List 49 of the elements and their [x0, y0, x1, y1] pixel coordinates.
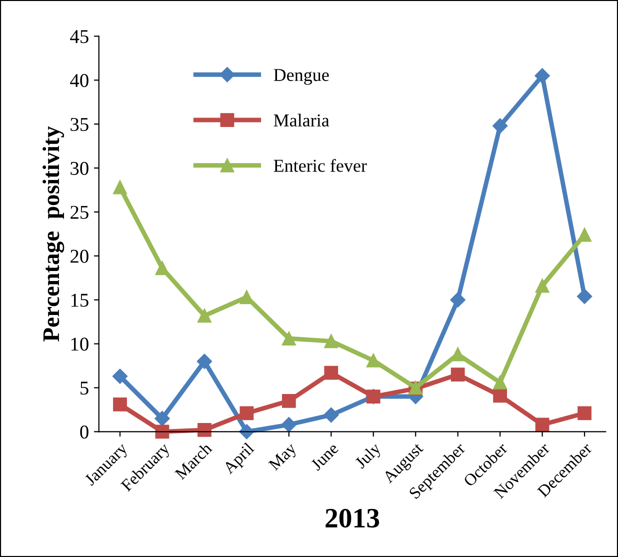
x-tick-label: July: [354, 441, 384, 472]
y-tick-label: 15: [71, 294, 88, 307]
point: [113, 397, 127, 412]
point: [534, 68, 550, 84]
point: [535, 278, 550, 293]
point: [492, 118, 508, 134]
y-tick-label: 10: [71, 338, 88, 351]
legend-label: Enteric fever: [274, 158, 367, 172]
point: [576, 288, 592, 304]
point: [493, 376, 508, 390]
x-axis-title: 2013: [326, 508, 380, 528]
point: [324, 334, 338, 348]
y-tick-label: 20: [70, 250, 88, 263]
point: [578, 406, 592, 420]
point: [196, 354, 212, 369]
y-tick-label: 45: [70, 30, 88, 44]
point: [450, 368, 465, 382]
point: [198, 422, 212, 437]
y-axis-title: Percentage positivity: [42, 126, 64, 342]
legend-label: Malaria: [274, 114, 330, 127]
y-tick-label: 25: [70, 206, 88, 219]
y-tick-label: 0: [80, 425, 88, 439]
point: [154, 410, 170, 426]
x-tick-label: May: [268, 442, 300, 474]
point: [324, 407, 339, 423]
point: [239, 424, 254, 440]
point: [366, 354, 380, 368]
point: [155, 424, 170, 439]
y-tick-label: 35: [70, 118, 88, 132]
point: [282, 332, 296, 346]
y-tick-label: 5: [80, 382, 88, 395]
point: [450, 347, 465, 362]
point: [198, 308, 212, 323]
point: [535, 418, 550, 432]
legend-label: Dengue: [274, 69, 329, 85]
point: [578, 228, 592, 242]
point: [282, 394, 296, 408]
x-tick-label: June: [310, 442, 340, 472]
y-tick-label: 30: [70, 162, 88, 175]
point: [240, 406, 254, 420]
point: [112, 368, 128, 384]
point: [281, 417, 296, 432]
point: [113, 180, 127, 194]
point: [324, 366, 338, 380]
y-tick-label: 40: [70, 74, 88, 88]
point: [493, 388, 508, 403]
point: [240, 290, 254, 304]
point: [155, 261, 170, 276]
point: [450, 292, 466, 308]
